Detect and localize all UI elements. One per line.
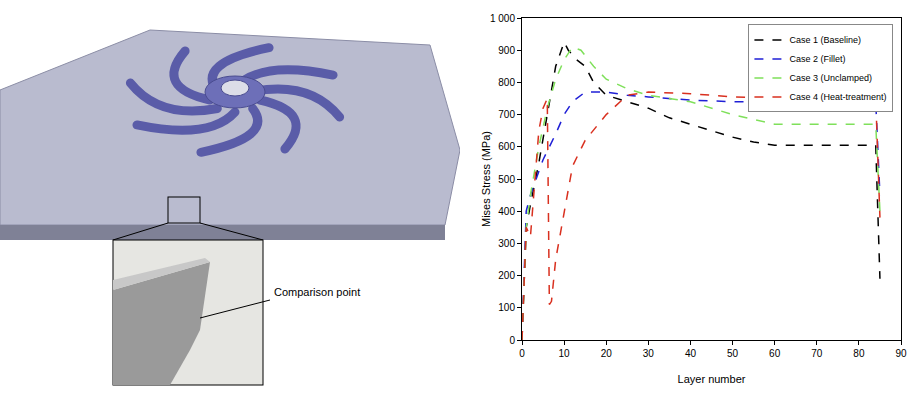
svg-text:Case 4 (Heat-treatment): Case 4 (Heat-treatment) xyxy=(789,92,886,102)
svg-text:60: 60 xyxy=(769,348,781,359)
svg-text:0: 0 xyxy=(519,348,525,359)
svg-text:30: 30 xyxy=(643,348,655,359)
svg-text:0: 0 xyxy=(509,335,515,346)
svg-text:20: 20 xyxy=(601,348,613,359)
svg-text:Mises Stress (MPa): Mises Stress (MPa) xyxy=(480,131,492,227)
svg-text:80: 80 xyxy=(853,348,865,359)
svg-text:Case 1 (Baseline): Case 1 (Baseline) xyxy=(789,35,861,45)
svg-text:200: 200 xyxy=(498,270,515,281)
svg-text:Case 3 (Unclamped): Case 3 (Unclamped) xyxy=(789,73,872,83)
svg-text:70: 70 xyxy=(811,348,823,359)
svg-text:Comparison point: Comparison point xyxy=(274,286,360,298)
svg-text:50: 50 xyxy=(727,348,739,359)
svg-text:500: 500 xyxy=(498,174,515,185)
svg-text:900: 900 xyxy=(498,45,515,56)
svg-text:Case 2 (Fillet): Case 2 (Fillet) xyxy=(789,54,845,64)
svg-text:100: 100 xyxy=(498,302,515,313)
svg-text:1 000: 1 000 xyxy=(490,13,515,24)
svg-text:600: 600 xyxy=(498,141,515,152)
svg-text:300: 300 xyxy=(498,238,515,249)
svg-text:Layer number: Layer number xyxy=(678,373,746,385)
svg-text:40: 40 xyxy=(685,348,697,359)
svg-text:800: 800 xyxy=(498,77,515,88)
svg-text:400: 400 xyxy=(498,206,515,217)
svg-text:700: 700 xyxy=(498,109,515,120)
svg-text:90: 90 xyxy=(895,348,907,359)
svg-text:10: 10 xyxy=(559,348,571,359)
